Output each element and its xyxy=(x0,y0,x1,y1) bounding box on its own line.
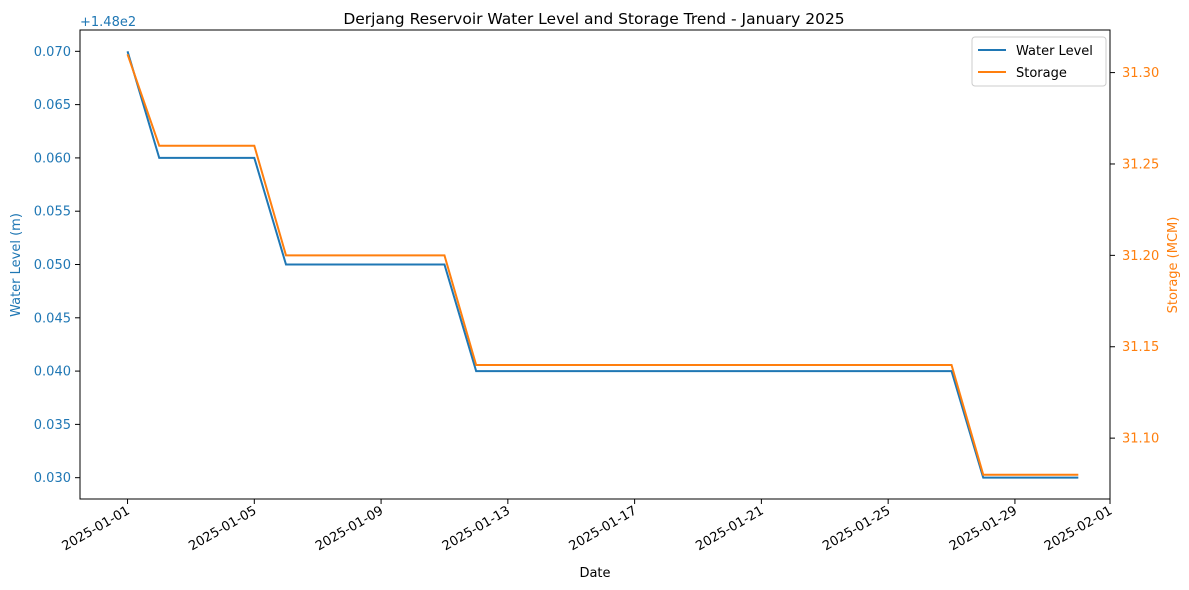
right-tick-label: 31.30 xyxy=(1122,66,1159,81)
right-axis-label: Storage (MCM) xyxy=(1166,217,1181,314)
x-axis-label: Date xyxy=(579,566,610,581)
x-tick-label: 2025-01-01 xyxy=(60,503,133,554)
left-tick-label: 0.045 xyxy=(34,311,71,326)
right-tick-label: 31.10 xyxy=(1122,432,1159,447)
series-layer xyxy=(126,51,1079,479)
plot-area xyxy=(79,29,1111,500)
left-tick-label: 0.040 xyxy=(34,365,71,380)
x-tick-label: 2025-01-29 xyxy=(947,503,1020,554)
left-tick-label: 0.055 xyxy=(34,205,71,220)
legend: Water Level Storage xyxy=(971,36,1107,87)
chart-title: Derjang Reservoir Water Level and Storag… xyxy=(343,10,844,28)
left-tick-label: 0.050 xyxy=(34,258,71,273)
right-tick-label: 31.15 xyxy=(1122,340,1159,355)
left-axis-label: Water Level (m) xyxy=(9,213,24,317)
x-tick-label: 2025-01-17 xyxy=(567,503,640,554)
x-tick-label: 2025-01-13 xyxy=(440,503,513,554)
left-tick-label: 0.030 xyxy=(34,471,71,486)
x-tick-label: 2025-01-21 xyxy=(693,503,766,554)
legend-label-water-level: Water Level xyxy=(1016,44,1093,59)
left-tick-label: 0.070 xyxy=(34,45,71,60)
x-tick-label: 2025-01-05 xyxy=(186,503,259,554)
left-tick-label: 0.060 xyxy=(34,151,71,166)
left-tick-label: 0.035 xyxy=(34,418,71,433)
series-line-storage xyxy=(126,53,1079,476)
x-tick-label: 2025-01-09 xyxy=(313,503,386,554)
right-tick-label: 31.20 xyxy=(1122,249,1159,264)
series-line-water-level xyxy=(126,51,1079,479)
left-offset-label: +1.48e2 xyxy=(80,15,136,30)
legend-label-storage: Storage xyxy=(1016,66,1067,81)
x-tick-label: 2025-02-01 xyxy=(1042,503,1115,554)
left-tick-label: 0.065 xyxy=(34,98,71,113)
x-tick-label: 2025-01-25 xyxy=(820,503,893,554)
right-tick-label: 31.25 xyxy=(1122,157,1159,172)
